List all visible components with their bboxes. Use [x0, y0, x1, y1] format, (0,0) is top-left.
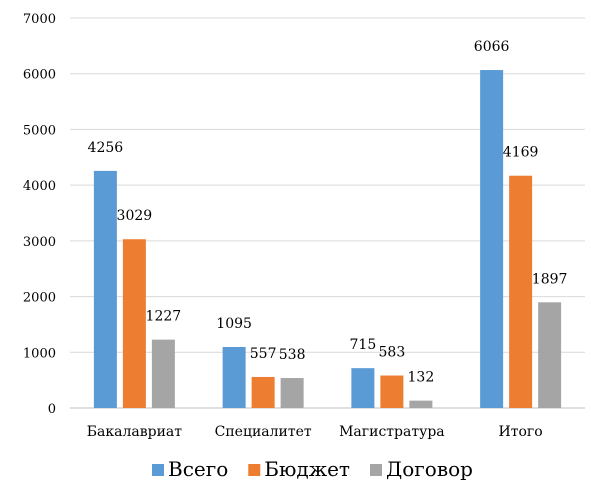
legend-swatch-Бюджет [248, 464, 261, 476]
y-tick-label: 1000 [23, 346, 56, 361]
bar-Всего-Итого [480, 70, 504, 408]
data-label: 1227 [146, 309, 182, 325]
data-label: 538 [279, 347, 306, 363]
category-label: Итого [499, 424, 543, 440]
legend-label: Договор [386, 457, 473, 481]
y-tick-label: 2000 [23, 291, 56, 306]
bar-Бюджет-Бакалавриат [122, 239, 146, 408]
legend-swatch-Всего [152, 464, 164, 476]
data-label: 4169 [503, 145, 539, 161]
data-label: 1095 [216, 316, 252, 332]
y-tick-label: 6000 [23, 68, 56, 83]
bar-Бюджет-Итого [509, 175, 533, 408]
bar-Бюджет-Специалитет [251, 376, 275, 408]
data-label: 3029 [117, 208, 153, 224]
data-label: 6066 [474, 39, 510, 55]
data-label: 1897 [532, 271, 568, 287]
y-tick-label: 7000 [23, 12, 56, 27]
bar-Договор-Итого [538, 302, 562, 408]
legend-label: Всего [168, 457, 228, 481]
data-label: 4256 [88, 140, 124, 156]
data-label: 132 [408, 370, 435, 386]
bar-Бюджет-Магистратура [380, 375, 404, 408]
y-tick-label: 3000 [23, 235, 56, 250]
y-axis-ticks: 0 1000 2000 3000 4000 5000 6000 7000 [23, 12, 56, 417]
y-tick-label: 4000 [23, 179, 56, 194]
legend-label: Бюджет [264, 457, 350, 481]
category-label: Магистратура [339, 424, 445, 440]
bar-Договор-Магистратура [409, 400, 433, 408]
bar-Всего-Специалитет [222, 346, 246, 408]
bar-Договор-Специалитет [280, 378, 304, 408]
y-tick-label: 0 [48, 402, 56, 417]
data-label: 583 [379, 345, 406, 361]
bar-Всего-Бакалавриат [93, 170, 117, 408]
bar-Всего-Магистратура [351, 368, 375, 408]
category-label: Бакалавриат [87, 424, 182, 440]
category-label: Специалитет [215, 424, 312, 440]
y-tick-label: 5000 [23, 123, 56, 138]
bars [93, 70, 562, 408]
category-labels: Бакалавриат Специалитет Магистратура Итого [87, 424, 543, 440]
bar-Договор-Бакалавриат [151, 339, 175, 408]
legend: Всего Бюджет Договор [152, 457, 473, 481]
data-label: 715 [350, 337, 377, 353]
legend-swatch-Договор [370, 464, 382, 476]
data-label: 557 [250, 346, 277, 362]
